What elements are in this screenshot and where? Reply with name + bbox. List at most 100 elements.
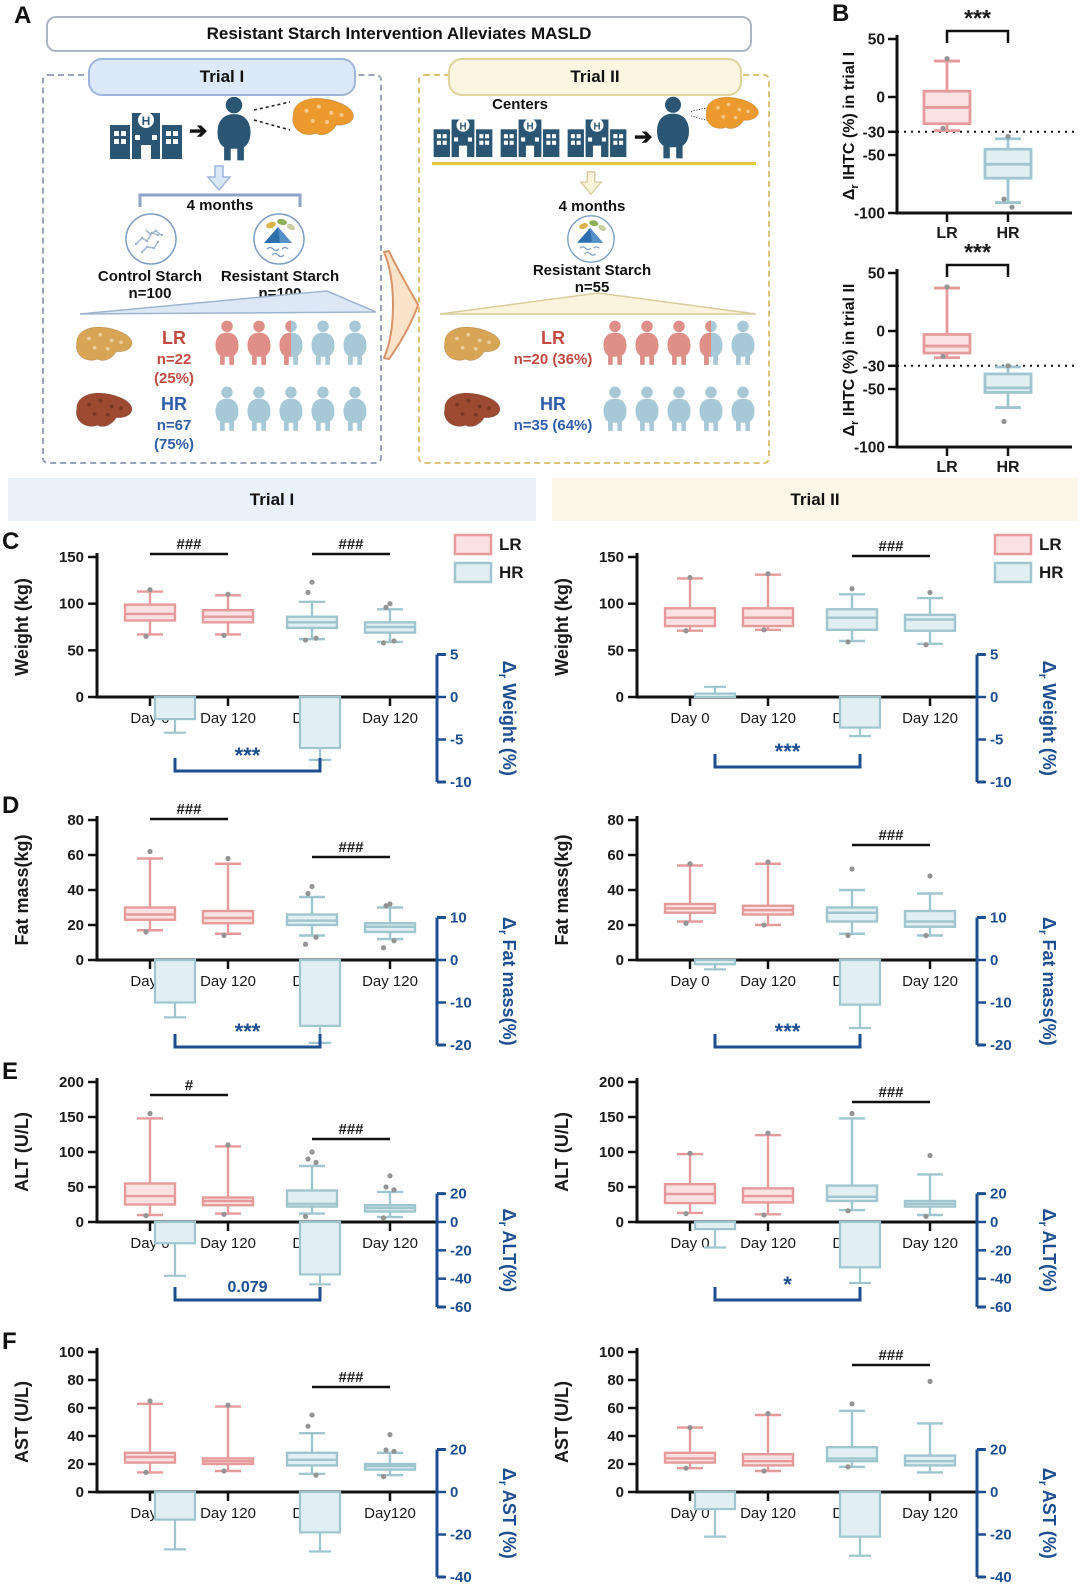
svg-text:-50: -50 — [863, 148, 885, 165]
svg-text:60: 60 — [67, 1400, 84, 1417]
svg-text:80: 80 — [67, 1372, 84, 1389]
svg-text:***: *** — [775, 739, 801, 764]
panel-label-b: B — [832, 0, 850, 27]
svg-text:-30: -30 — [863, 358, 885, 375]
liver-dark-icon — [72, 388, 138, 436]
hr2-n: n=35 (64%) — [513, 416, 593, 434]
svg-text:80: 80 — [607, 1372, 624, 1389]
person-blue-icon — [600, 386, 630, 432]
svg-text:#: # — [185, 1077, 194, 1094]
svg-text:H: H — [142, 114, 151, 128]
svg-text:10: 10 — [450, 910, 467, 927]
person-blue-icon — [212, 386, 242, 432]
svg-text:-40: -40 — [990, 1569, 1012, 1586]
liver-dark-icon — [440, 388, 506, 436]
svg-text:HR: HR — [996, 225, 1020, 238]
person-blue-icon — [276, 386, 306, 432]
svg-text:50: 50 — [67, 1179, 84, 1196]
svg-text:40: 40 — [607, 1428, 624, 1445]
svg-text:-5: -5 — [990, 732, 1003, 749]
svg-text:100: 100 — [59, 1344, 84, 1361]
svg-text:Day 120: Day 120 — [200, 1505, 256, 1522]
svg-text:Δr Fat mass(%): Δr Fat mass(%) — [1036, 917, 1059, 1046]
svg-text:0: 0 — [990, 689, 998, 706]
bracket — [138, 192, 302, 208]
trial1-header: Trial I — [88, 58, 356, 96]
person-pink-icon — [600, 320, 630, 366]
hr2-people — [600, 386, 758, 432]
svg-text:40: 40 — [607, 882, 624, 899]
arm-control-label: Control Starch — [97, 268, 203, 285]
svg-text:Δr IHTC (%) in trial I: Δr IHTC (%) in trial I — [841, 52, 861, 200]
svg-text:Δr AST (%): Δr AST (%) — [1036, 1468, 1059, 1559]
svg-text:Day 0: Day 0 — [670, 1235, 709, 1252]
svg-text:200: 200 — [59, 1074, 84, 1091]
svg-text:0: 0 — [990, 1214, 998, 1231]
svg-text:0: 0 — [76, 952, 84, 969]
hospital-icon: H — [432, 112, 494, 158]
svg-text:-20: -20 — [990, 1037, 1012, 1054]
svg-text:-10: -10 — [990, 774, 1012, 791]
svg-text:50: 50 — [67, 642, 84, 659]
svg-text:20: 20 — [67, 917, 84, 934]
svg-text:Day120: Day120 — [364, 1505, 416, 1522]
svg-text:Weight (kg): Weight (kg) — [552, 578, 572, 676]
person-blue-icon — [728, 386, 758, 432]
svg-text:Day 120: Day 120 — [362, 1235, 418, 1252]
svg-text:50: 50 — [868, 266, 885, 283]
person-blue-icon — [308, 386, 338, 432]
funnel-shape — [438, 290, 758, 316]
svg-text:80: 80 — [67, 812, 84, 829]
svg-text:0: 0 — [450, 1484, 458, 1501]
trial1-duration: 4 months — [186, 197, 254, 214]
hr-label: HR — [161, 394, 187, 414]
svg-text:0: 0 — [450, 1214, 458, 1231]
panel-label-e: E — [2, 1058, 19, 1085]
svg-text:Δr Fat mass(%): Δr Fat mass(%) — [496, 917, 519, 1046]
lr2-label: LR — [541, 328, 565, 348]
svg-text:20: 20 — [67, 1456, 84, 1473]
panel-label-c: C — [2, 528, 20, 555]
svg-text:Day 120: Day 120 — [740, 973, 796, 990]
svg-text:20: 20 — [450, 1186, 467, 1203]
svg-text:-10: -10 — [450, 995, 472, 1012]
svg-text:*: * — [783, 1272, 792, 1297]
svg-text:Day 120: Day 120 — [362, 973, 418, 990]
arrow-right-icon: ➔ — [634, 124, 653, 149]
liver-fatty-icon — [72, 322, 138, 370]
svg-text:-30: -30 — [863, 124, 885, 141]
svg-text:***: *** — [235, 1019, 261, 1044]
person-pink-icon — [244, 320, 274, 366]
svg-text:150: 150 — [599, 549, 624, 566]
svg-text:###: ### — [338, 536, 364, 553]
svg-text:LR: LR — [936, 225, 958, 238]
svg-text:150: 150 — [599, 1109, 624, 1126]
svg-text:Δr IHTC (%) in trial II: Δr IHTC (%) in trial II — [841, 284, 861, 437]
svg-text:Fat mass(kg): Fat mass(kg) — [552, 834, 572, 945]
svg-text:Fat mass(kg): Fat mass(kg) — [12, 834, 32, 945]
svg-text:Day 0: Day 0 — [670, 710, 709, 727]
person-pink-icon — [212, 320, 242, 366]
svg-text:Day 120: Day 120 — [200, 973, 256, 990]
liver-fatty-icon — [440, 322, 506, 370]
svg-text:HR: HR — [1039, 563, 1064, 582]
svg-text:0: 0 — [76, 689, 84, 706]
svg-text:###: ### — [878, 1084, 904, 1101]
svg-text:Δr Weight (%): Δr Weight (%) — [496, 661, 519, 776]
person-blue-icon — [244, 386, 274, 432]
svg-text:Day 120: Day 120 — [902, 973, 958, 990]
band-trial2: Trial II — [552, 478, 1078, 521]
svg-text:LR: LR — [499, 535, 522, 554]
hospital-icon: H — [499, 112, 561, 158]
svg-text:LR: LR — [1039, 535, 1062, 554]
svg-text:50: 50 — [607, 642, 624, 659]
svg-text:Δr ALT(%): Δr ALT(%) — [1036, 1209, 1059, 1293]
svg-text:100: 100 — [59, 1144, 84, 1161]
